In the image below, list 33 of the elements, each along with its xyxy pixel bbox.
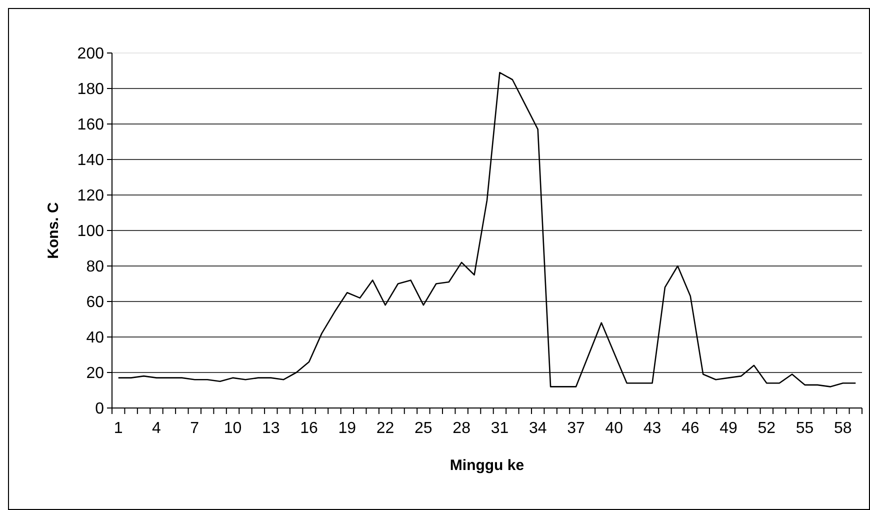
x-tick-label: 7 <box>190 420 200 437</box>
y-axis-title: Kons. C <box>45 202 62 259</box>
x-tick-label: 28 <box>452 420 471 437</box>
y-tick-label: 200 <box>77 46 104 63</box>
y-tick-label: 100 <box>77 223 104 240</box>
x-tick-label: 1 <box>114 420 123 437</box>
x-tick-label: 22 <box>376 420 394 437</box>
x-tick-label: 37 <box>567 420 585 437</box>
x-tick-label: 55 <box>796 420 814 437</box>
x-tick-label: 40 <box>605 420 624 437</box>
x-tick-label: 4 <box>152 420 162 437</box>
x-tick-label: 43 <box>643 420 662 437</box>
y-tick-label: 140 <box>77 152 104 170</box>
y-tick-label: 180 <box>77 81 104 98</box>
x-tick-label: 34 <box>528 420 547 437</box>
y-tick-label: 120 <box>77 188 104 205</box>
x-tick-label: 58 <box>834 420 852 437</box>
x-tick-label: 46 <box>681 420 700 437</box>
x-axis-title: Minggu ke <box>450 457 524 474</box>
x-tick-label: 25 <box>414 420 432 437</box>
x-tick-label: 52 <box>758 420 776 437</box>
y-tick-label: 0 <box>95 400 104 418</box>
y-tick-label: 40 <box>86 330 104 347</box>
y-tick-label: 160 <box>77 116 104 134</box>
x-tick-label: 19 <box>338 420 356 437</box>
x-tick-label: 13 <box>262 420 280 437</box>
y-tick-label: 20 <box>86 365 104 382</box>
x-tick-label: 31 <box>490 420 509 437</box>
y-tick-label: 60 <box>86 294 104 312</box>
x-tick-label: 10 <box>224 420 242 437</box>
y-tick-label: 80 <box>86 258 104 276</box>
x-tick-label: 16 <box>300 420 318 437</box>
x-tick-label: 49 <box>720 420 738 437</box>
